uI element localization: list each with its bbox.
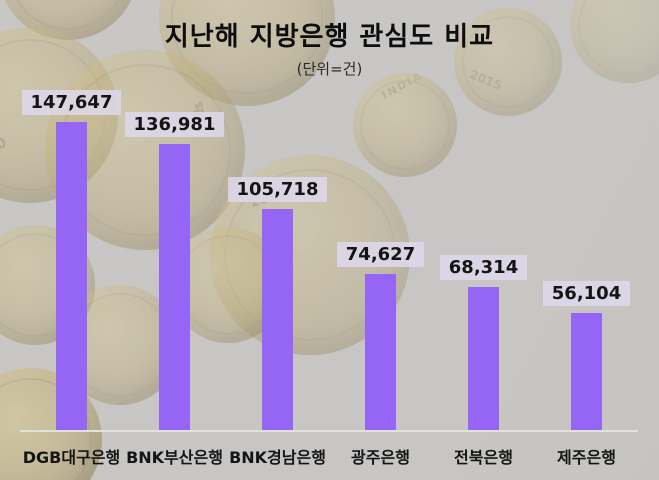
- bar-category-label: 전북은행: [454, 448, 513, 467]
- chart-title: 지난해 지방은행 관심도 비교: [164, 22, 495, 52]
- bar-value-label: 74,627: [336, 242, 425, 267]
- bars-row: 147,647 136,981 105,718 74,627 68,314 56,104: [20, 85, 638, 430]
- bar-category-label: DGB대구은행: [22, 448, 121, 467]
- categories-row: DGB대구은행 BNK부산은행 BNK경남은행 광주은행 전북은행 제주은행: [20, 438, 638, 468]
- bar-column: 105,718: [226, 177, 329, 430]
- bar: [468, 287, 499, 430]
- bar-column: 68,314: [432, 255, 535, 430]
- bar-category-label: 제주은행: [557, 448, 616, 467]
- bar-category-label: BNK경남은행: [229, 448, 326, 467]
- bar-value-label: 105,718: [227, 177, 328, 202]
- bar-column: 74,627: [329, 242, 432, 430]
- bar-category-label: 광주은행: [351, 448, 410, 467]
- bar-category-label: BNK부산은행: [126, 448, 223, 467]
- unit-label: (단위=건): [296, 60, 363, 78]
- bar: [365, 274, 396, 430]
- bar-value-label: 136,981: [124, 112, 225, 137]
- bar-column: 136,981: [123, 112, 226, 430]
- bar-column: 56,104: [535, 281, 638, 430]
- bar-value-label: 68,314: [439, 255, 528, 280]
- bar: [262, 209, 293, 430]
- bar: [159, 144, 190, 430]
- bar-value-label: 56,104: [542, 281, 631, 306]
- bar: [56, 122, 87, 430]
- bar-value-label: 147,647: [21, 90, 122, 115]
- bar-column: 147,647: [20, 90, 123, 430]
- axis-baseline: [20, 430, 638, 432]
- bar: [571, 313, 602, 430]
